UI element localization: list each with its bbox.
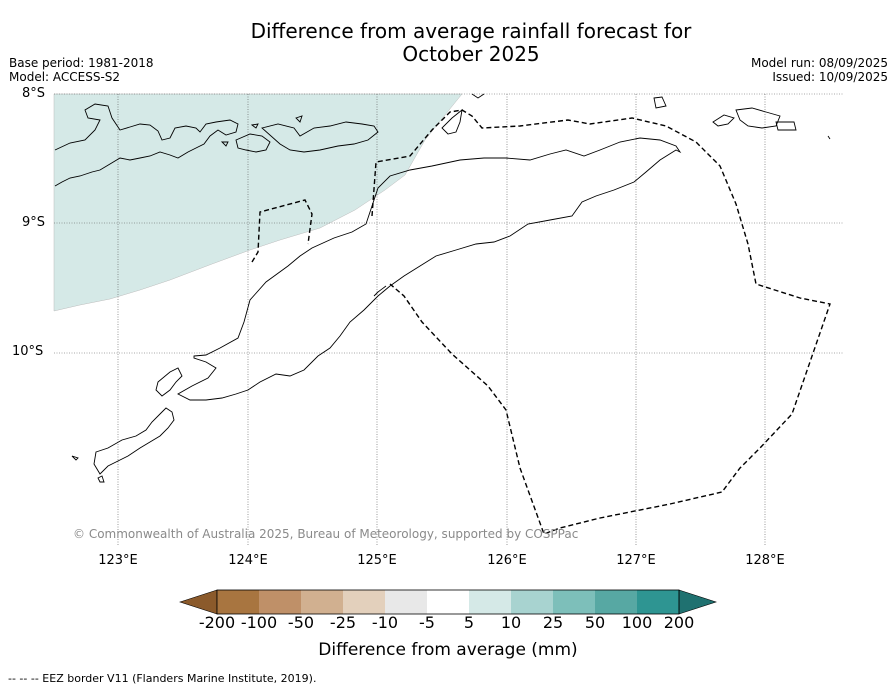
island-east-5 xyxy=(827,135,831,140)
island-east-2 xyxy=(712,114,735,127)
island-pantar xyxy=(235,133,271,153)
island-dana xyxy=(97,475,105,483)
colorbar-label: -10 xyxy=(371,613,399,632)
island-small-1 xyxy=(250,123,259,129)
island-small-2 xyxy=(295,115,303,123)
model-name: Model: ACCESS-S2 xyxy=(9,70,121,84)
colorbar-label: -200 xyxy=(198,613,236,632)
island-flores-alor xyxy=(54,103,239,187)
island-east-4 xyxy=(775,121,797,131)
colorbar-swatch-3 xyxy=(301,590,343,614)
colorbar-frame xyxy=(216,589,680,615)
colorbar-label: -5 xyxy=(419,613,435,632)
colorbar-title: Difference from average (mm) xyxy=(318,640,578,660)
colorbar-label: 10 xyxy=(500,613,522,632)
island-atauro-coast xyxy=(373,285,387,297)
eez-legend-note: -- -- -- EEZ border V11 (Flanders Marine… xyxy=(8,672,317,685)
colorbar-swatch-6 xyxy=(427,590,469,614)
base-period: Base period: 1981-2018 xyxy=(9,56,154,70)
colorbar-label: -25 xyxy=(329,613,357,632)
issued-date: Issued: 10/09/2025 xyxy=(772,70,888,84)
copyright-notice: © Commonwealth of Australia 2025, Bureau… xyxy=(73,527,579,541)
model-run: Model run: 08/09/2025 xyxy=(750,56,888,70)
island-small-3 xyxy=(220,141,229,147)
island-east-1 xyxy=(653,96,667,109)
colorbar-swatch-2 xyxy=(259,590,301,614)
eez-oecusse xyxy=(251,199,313,263)
colorbar-label: -50 xyxy=(287,613,315,632)
colorbar-swatch-10 xyxy=(595,590,637,614)
lat-label-8s: 8°S xyxy=(22,86,46,101)
eez-northern xyxy=(371,109,831,535)
colorbar-swatch-9 xyxy=(553,590,595,614)
map-title: Difference from average rainfall forecas… xyxy=(0,20,896,66)
lat-label-10s: 10°S xyxy=(12,344,44,359)
eez-borders xyxy=(251,109,831,535)
lat-label-9s: 9°S xyxy=(22,215,46,230)
lon-label-123e: 123°E xyxy=(98,553,138,568)
lon-label-125e: 125°E xyxy=(357,553,397,568)
island-liran xyxy=(471,93,485,99)
colorbar-label: -100 xyxy=(240,613,278,632)
colorbar-swatch-1 xyxy=(217,590,259,614)
colorbar-label: 5 xyxy=(463,613,475,632)
island-semau xyxy=(155,367,183,397)
colorbar-swatch-4 xyxy=(343,590,385,614)
island-rote xyxy=(93,407,175,475)
island-east-3 xyxy=(735,107,781,129)
meta-left: Base period: 1981-2018 Model: ACCESS-S2 xyxy=(9,56,154,84)
gridlines xyxy=(54,93,843,545)
island-alor xyxy=(261,121,379,153)
colorbar-swatch-over xyxy=(678,589,717,615)
anomaly-region xyxy=(53,93,463,312)
colorbar-label: 25 xyxy=(542,613,564,632)
colorbar-label: 50 xyxy=(584,613,606,632)
title-line-2: October 2025 xyxy=(402,42,540,66)
colorbar-label: 100 xyxy=(621,613,653,632)
coastlines xyxy=(54,93,831,483)
colorbar-swatch-8 xyxy=(511,590,553,614)
lon-label-124e: 124°E xyxy=(228,553,268,568)
island-timor xyxy=(177,137,682,401)
lon-label-127e: 127°E xyxy=(616,553,656,568)
island-wetar xyxy=(441,108,463,135)
colorbar-swatch-11 xyxy=(637,590,679,614)
colorbar-swatch-5 xyxy=(385,590,427,614)
colorbar-swatch-7 xyxy=(469,590,511,614)
colorbar-label: 200 xyxy=(663,613,695,632)
lon-label-128e: 128°E xyxy=(745,553,785,568)
island-ndao xyxy=(71,455,79,461)
lon-label-126e: 126°E xyxy=(487,553,527,568)
meta-right: Model run: 08/09/2025 Issued: 10/09/2025 xyxy=(751,56,888,84)
title-line-1: Difference from average rainfall forecas… xyxy=(250,19,692,43)
colorbar-swatch-under xyxy=(179,589,218,615)
